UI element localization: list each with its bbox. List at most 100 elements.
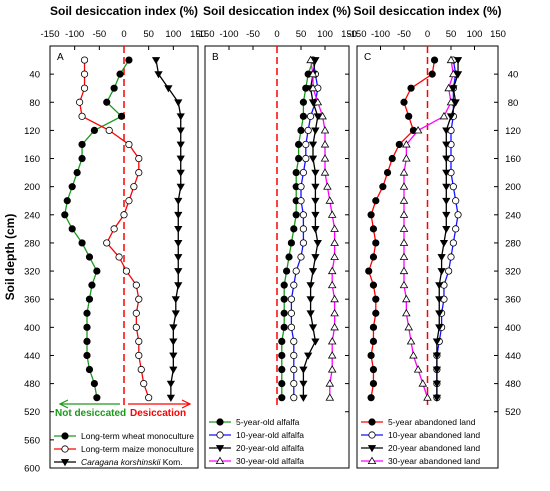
data-point [135, 351, 143, 360]
data-point [292, 211, 300, 219]
data-point [280, 323, 288, 331]
data-point [290, 394, 298, 402]
x-tick-label: 0 [274, 29, 279, 40]
data-point [68, 183, 76, 191]
data-point [83, 337, 91, 345]
data-point [299, 112, 307, 120]
data-point [442, 225, 451, 234]
data-point [308, 83, 318, 92]
data-point [122, 267, 131, 275]
data-point [308, 69, 318, 78]
data-point [299, 98, 307, 106]
data-point [379, 183, 387, 191]
data-point [280, 309, 288, 317]
data-point [299, 239, 307, 247]
data-point [78, 239, 86, 247]
series-1 [61, 56, 133, 402]
data-point [402, 140, 411, 148]
data-point [413, 126, 423, 134]
data-point [399, 224, 409, 232]
data-point [308, 324, 318, 332]
data-point [145, 394, 153, 402]
y-tick-label-left: 520 [24, 407, 40, 418]
data-point [330, 252, 339, 261]
data-point [452, 225, 460, 233]
y-tick-label-left: 440 [24, 351, 40, 362]
data-point [302, 154, 310, 163]
legend-label: 10-year-old alfalfa [236, 430, 304, 440]
data-point [306, 310, 315, 318]
data-point [290, 225, 298, 233]
data-point [320, 126, 330, 134]
data-point [88, 281, 96, 289]
x-tick-label: -50 [246, 29, 260, 40]
x-tick-label: -50 [92, 29, 106, 40]
data-point [432, 338, 442, 346]
data-point [313, 240, 322, 248]
data-point [405, 112, 413, 120]
data-point [132, 281, 140, 289]
data-point [325, 393, 335, 401]
x-tick-label: 150 [341, 29, 357, 40]
panel-letter: B [212, 52, 219, 63]
series-1 [278, 56, 317, 402]
legend-marker [368, 431, 376, 439]
data-point [299, 169, 307, 177]
y-tick-label-left: 600 [24, 464, 40, 475]
y-tick-label-left: 120 [24, 126, 40, 137]
data-point [442, 127, 451, 135]
data-point [103, 98, 111, 106]
x-tick-label: 50 [143, 29, 154, 40]
x-tick-label: -150 [195, 29, 214, 40]
data-point [290, 379, 298, 388]
data-point [174, 254, 183, 262]
data-point [320, 154, 330, 162]
data-point [132, 323, 140, 331]
data-point [287, 309, 295, 317]
data-point [311, 127, 320, 135]
panel-title: Soil desiccation index (%) [203, 4, 351, 18]
data-point [80, 84, 89, 92]
data-point [63, 197, 71, 205]
data-point [287, 323, 295, 331]
data-point [61, 211, 69, 219]
data-point [174, 211, 183, 219]
legend-label: Long-term maize monoculture [81, 444, 194, 454]
data-point [306, 296, 315, 304]
data-point [166, 380, 175, 388]
panel-title: Soil desiccation index (%) [353, 4, 501, 18]
data-point [409, 351, 418, 359]
data-point [399, 168, 409, 176]
y-tick-label-right: 320 [505, 267, 521, 278]
data-point [110, 225, 118, 233]
x-tick-label: -150 [347, 29, 366, 40]
data-point [135, 337, 143, 345]
data-point [369, 281, 378, 289]
data-point [297, 183, 305, 191]
y-tick-label-right: 120 [505, 126, 521, 137]
legend-label: Long-term wheat monoculture [81, 431, 194, 441]
data-point [383, 169, 392, 177]
data-point [140, 379, 148, 388]
data-point [435, 324, 444, 332]
data-point [311, 225, 320, 234]
data-point [311, 169, 320, 177]
data-point [400, 98, 408, 106]
data-point [413, 365, 423, 373]
x-tick-label: -50 [397, 29, 411, 40]
data-point [432, 394, 442, 402]
data-point [451, 99, 460, 107]
data-point [299, 394, 308, 402]
data-point [292, 169, 300, 177]
data-point [280, 281, 288, 289]
data-point [174, 268, 183, 276]
data-point [125, 197, 133, 205]
data-point [327, 280, 337, 289]
panel-c: Soil desiccation index (%) -150 -100 -50 0 50… [347, 4, 506, 469]
data-point [93, 394, 101, 402]
x-tick-label: -100 [219, 29, 238, 40]
y-tick-label-left: 40 [29, 70, 40, 81]
data-point [442, 211, 451, 219]
data-point [117, 112, 126, 120]
legend-label: 20-year-old alfalfa [236, 443, 304, 453]
